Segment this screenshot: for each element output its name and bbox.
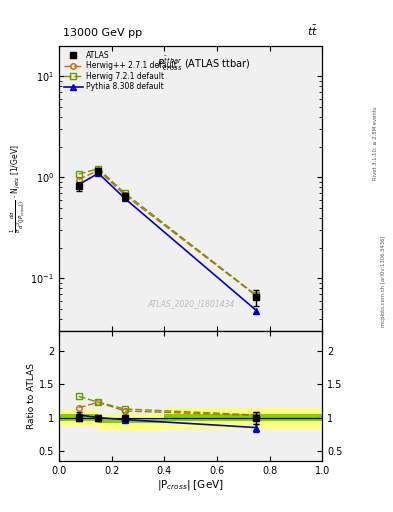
Text: ATLAS_2020_I1801434: ATLAS_2020_I1801434 — [147, 300, 234, 308]
Y-axis label: Ratio to ATLAS: Ratio to ATLAS — [27, 363, 36, 429]
Text: $t\bar{t}$: $t\bar{t}$ — [307, 24, 318, 38]
Y-axis label: $\frac{1}{\sigma}\frac{d\sigma}{d^2(|P_{cross}|)}$ $\cdot$ N$_{jets}$ [1/GeV]: $\frac{1}{\sigma}\frac{d\sigma}{d^2(|P_{… — [9, 144, 28, 233]
X-axis label: |P$_{cross}$| [GeV]: |P$_{cross}$| [GeV] — [157, 478, 224, 493]
Legend: ATLAS, Herwig++ 2.7.1 default, Herwig 7.2.1 default, Pythia 8.308 default: ATLAS, Herwig++ 2.7.1 default, Herwig 7.… — [61, 48, 179, 94]
Text: 13000 GeV pp: 13000 GeV pp — [63, 28, 142, 38]
Text: $P^{\bar{t}tbar}_{cross}$ (ATLAS ttbar): $P^{\bar{t}tbar}_{cross}$ (ATLAS ttbar) — [157, 55, 251, 73]
Text: Rivet 3.1.10; ≥ 2.8M events: Rivet 3.1.10; ≥ 2.8M events — [373, 106, 378, 180]
Text: mcplots.cern.ch [arXiv:1306.3436]: mcplots.cern.ch [arXiv:1306.3436] — [381, 236, 386, 327]
